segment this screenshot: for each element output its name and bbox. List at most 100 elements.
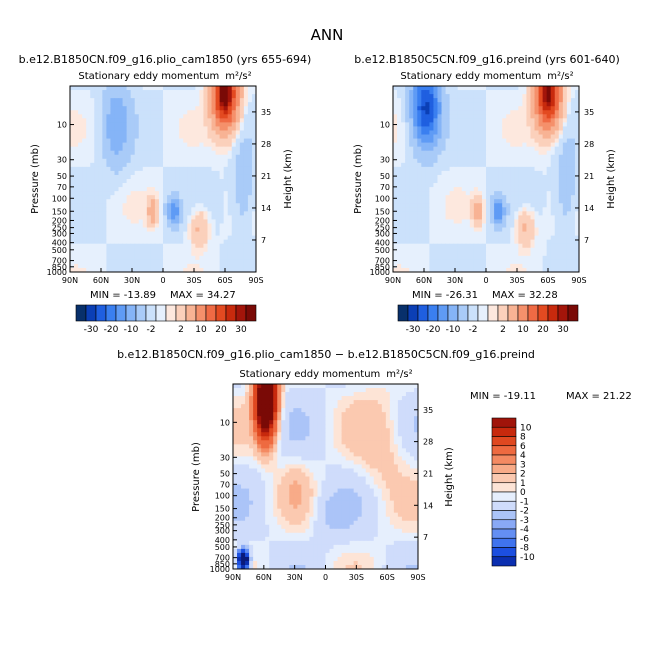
p2-cell: [534, 110, 539, 115]
p1-cell: [114, 259, 119, 265]
p2-cell: [562, 231, 568, 237]
p1-cell: [158, 150, 164, 156]
p1-cell: [231, 211, 237, 216]
p2-cell: [502, 158, 507, 164]
p2-cell: [457, 134, 463, 139]
p2-cell: [542, 98, 548, 103]
p1-cell: [158, 138, 164, 144]
p2-cell: [490, 263, 495, 269]
p2-cell: [409, 259, 414, 265]
p2-cell: [433, 170, 438, 176]
p2-cell: [453, 247, 459, 253]
p2-cell: [457, 247, 463, 253]
p2-cell: [566, 183, 572, 188]
p1-cell: [211, 263, 216, 269]
p3-cell: [329, 416, 334, 421]
p2-cell: [542, 267, 548, 273]
p3-cell: [261, 388, 266, 393]
p1-cell: [130, 162, 136, 168]
p1-cell: [134, 219, 140, 224]
p1-cell: [146, 183, 152, 188]
p3-cell: [277, 412, 282, 417]
p3-cell: [365, 384, 371, 389]
p2-cell: [518, 259, 523, 265]
p1-cell: [86, 179, 91, 184]
p1-cell: [146, 227, 152, 232]
p1-cell: [171, 130, 176, 135]
p1-cell: [134, 187, 140, 192]
p1-cell: [167, 243, 172, 249]
p2-cell: [562, 118, 568, 123]
p3-cell: [373, 420, 379, 425]
p1-cell: [203, 199, 208, 204]
p2-cell: [437, 231, 442, 237]
p1-cell: [130, 191, 136, 196]
p2-cell: [405, 183, 410, 188]
p2-cell: [570, 259, 576, 265]
p1-cell: [231, 187, 237, 192]
p1-cell: [171, 207, 176, 212]
p3-cell: [373, 404, 379, 409]
p2-cell: [453, 110, 459, 115]
p2-cell: [498, 154, 503, 160]
p1-cell: [219, 223, 225, 228]
p2-cell: [522, 122, 527, 127]
p1-cell: [70, 191, 75, 196]
p1-cell: [199, 130, 204, 135]
p2-cell: [542, 174, 548, 180]
p2-cell: [518, 110, 523, 115]
p1-cell: [70, 134, 75, 139]
p2-cell: [506, 90, 511, 95]
p1-cell: [90, 110, 95, 115]
p2-cell: [405, 150, 410, 156]
p1-cell: [158, 191, 164, 196]
p2-cell: [498, 267, 503, 273]
p3-cell: [233, 412, 238, 417]
p1-cell: [78, 187, 83, 192]
p1-cell: [158, 86, 164, 91]
p3-cell: [341, 420, 347, 425]
p2-cell: [425, 195, 430, 200]
p1-cell: [235, 195, 241, 200]
p1-cell: [239, 86, 245, 91]
p1-cell: [195, 94, 200, 99]
p2-cell: [490, 267, 495, 273]
p3-cell: [321, 400, 326, 405]
p3-cell: [249, 396, 254, 401]
p2-cell: [550, 199, 556, 204]
p2-cell: [421, 114, 426, 119]
p2-cell: [498, 102, 503, 107]
p2-cell: [449, 207, 455, 212]
p2-cell: [574, 179, 580, 184]
p1-cell: [243, 215, 249, 220]
p3-cell: [293, 416, 298, 421]
p3-cell: [237, 420, 242, 425]
p1-cell: [175, 235, 180, 241]
p3-cell: [325, 412, 330, 417]
p2-cell: [550, 243, 556, 249]
p1-cell: [175, 211, 180, 216]
p2-cell: [514, 187, 519, 192]
p1-cell: [106, 187, 111, 192]
p2-cell: [417, 158, 422, 164]
p1-cell: [187, 146, 192, 152]
p1-cell: [223, 110, 229, 115]
p2-cell: [506, 179, 511, 184]
p2-cell: [409, 118, 414, 123]
p1-cell: [122, 114, 128, 119]
p1-cell: [78, 227, 83, 232]
p1-cell: [134, 231, 140, 237]
p2-cell: [514, 259, 519, 265]
p2-cell: [506, 267, 511, 273]
p1-cell: [106, 267, 111, 273]
p2-cell: [486, 223, 491, 228]
p1-cell: [199, 162, 204, 168]
p2-cell: [453, 179, 459, 184]
p2-cell: [502, 142, 507, 148]
p2-cell: [453, 122, 459, 127]
p1-cell: [78, 174, 83, 180]
p1-cell: [110, 174, 115, 180]
p1-cell: [187, 154, 192, 160]
p1-cell: [154, 86, 160, 91]
p2-cell: [530, 251, 535, 257]
